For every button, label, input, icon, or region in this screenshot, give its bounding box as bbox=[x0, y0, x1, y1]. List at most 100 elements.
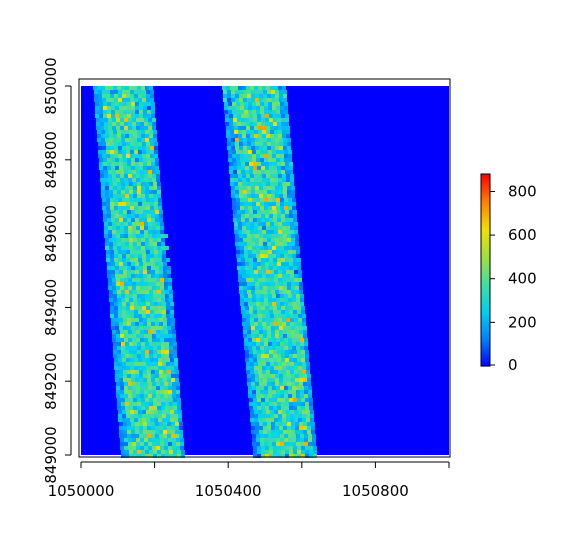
raster-cell bbox=[259, 286, 263, 290]
raster-cell bbox=[300, 438, 304, 442]
raster-cell bbox=[144, 334, 148, 338]
raster-cell bbox=[252, 206, 256, 210]
raster-cell bbox=[142, 202, 146, 206]
raster-cell bbox=[155, 326, 159, 330]
raster-cell bbox=[278, 130, 282, 134]
raster-cell bbox=[275, 238, 279, 242]
raster-cell bbox=[124, 438, 128, 442]
colorbar-segment bbox=[481, 234, 490, 237]
raster-cell bbox=[282, 414, 286, 418]
raster-cell bbox=[275, 234, 279, 238]
raster-cell bbox=[246, 134, 250, 138]
raster-cell bbox=[169, 298, 173, 302]
raster-cell bbox=[280, 346, 284, 350]
raster-cell bbox=[279, 190, 283, 194]
raster-cell bbox=[113, 298, 117, 302]
raster-cell bbox=[265, 166, 269, 170]
raster-cell bbox=[251, 194, 255, 198]
raster-cell bbox=[129, 294, 133, 298]
raster-cell bbox=[113, 354, 117, 358]
raster-cell bbox=[227, 94, 231, 98]
raster-cell bbox=[300, 434, 304, 438]
raster-cell bbox=[249, 166, 253, 170]
raster-cell bbox=[110, 98, 114, 102]
raster-cell bbox=[170, 302, 174, 306]
raster-cell bbox=[143, 266, 147, 270]
raster-cell bbox=[261, 450, 265, 454]
raster-cell bbox=[287, 142, 291, 146]
raster-cell bbox=[134, 98, 138, 102]
raster-cell bbox=[270, 418, 274, 422]
raster-cell bbox=[244, 106, 248, 110]
raster-cell bbox=[279, 234, 283, 238]
raster-cell bbox=[168, 338, 172, 342]
raster-cell bbox=[110, 198, 114, 202]
raster-cell bbox=[166, 310, 170, 314]
raster-cell bbox=[284, 202, 288, 206]
raster-cell bbox=[238, 274, 242, 278]
raster-cell bbox=[132, 330, 136, 334]
raster-cell bbox=[270, 222, 274, 226]
raster-cell bbox=[248, 342, 252, 346]
raster-cell bbox=[256, 302, 260, 306]
raster-cell bbox=[294, 314, 298, 318]
raster-cell bbox=[169, 350, 173, 354]
raster-cell bbox=[273, 262, 277, 266]
raster-cell bbox=[128, 442, 132, 446]
raster-cell bbox=[155, 370, 159, 374]
raster-cell bbox=[114, 94, 118, 98]
raster-cell bbox=[143, 166, 147, 170]
raster-cell bbox=[297, 450, 301, 454]
raster-cell bbox=[163, 370, 167, 374]
raster-cell bbox=[122, 250, 126, 254]
raster-cell bbox=[133, 134, 137, 138]
raster-cell bbox=[117, 290, 121, 294]
raster-cell bbox=[247, 190, 251, 194]
raster-cell bbox=[130, 98, 134, 102]
raster-cell bbox=[133, 402, 137, 406]
raster-cell bbox=[271, 234, 275, 238]
raster-cell bbox=[119, 422, 123, 426]
y-tick-label: 849000 bbox=[42, 426, 60, 483]
colorbar-segment bbox=[481, 270, 490, 273]
raster-cell bbox=[138, 418, 142, 422]
colorbar-segment bbox=[481, 326, 490, 329]
raster-cell bbox=[124, 170, 128, 174]
raster-cell bbox=[255, 90, 259, 94]
raster-cell bbox=[119, 322, 123, 326]
raster-cell bbox=[246, 182, 250, 186]
raster-cell bbox=[141, 350, 145, 354]
raster-cell bbox=[288, 250, 292, 254]
raster-cell bbox=[237, 170, 241, 174]
raster-cell bbox=[268, 438, 272, 442]
raster-cell bbox=[262, 130, 266, 134]
raster-cell bbox=[287, 238, 291, 242]
raster-cell bbox=[168, 438, 172, 442]
raster-cell bbox=[233, 218, 237, 222]
raster-cell bbox=[243, 138, 247, 142]
raster-cell bbox=[278, 278, 282, 282]
colorbar-segment bbox=[481, 194, 490, 197]
raster-cell bbox=[122, 314, 126, 318]
raster-cell bbox=[254, 86, 258, 90]
raster-cell bbox=[137, 290, 141, 294]
raster-cell bbox=[157, 406, 161, 410]
raster-cell bbox=[301, 406, 305, 410]
raster-cell bbox=[159, 210, 163, 214]
raster-cell bbox=[134, 306, 138, 310]
raster-cell bbox=[126, 142, 130, 146]
raster-cell bbox=[287, 326, 291, 330]
raster-cell bbox=[132, 446, 136, 450]
raster-cell bbox=[171, 322, 175, 326]
raster-cell bbox=[129, 406, 133, 410]
raster-cell bbox=[114, 366, 118, 370]
raster-cell bbox=[106, 206, 110, 210]
raster-cell bbox=[263, 382, 267, 386]
raster-cell bbox=[291, 234, 295, 238]
raster-cell bbox=[292, 390, 296, 394]
raster-cell bbox=[164, 386, 168, 390]
raster-cell bbox=[142, 366, 146, 370]
raster-cell bbox=[295, 330, 299, 334]
raster-cell bbox=[291, 242, 295, 246]
raster-cell bbox=[291, 190, 295, 194]
